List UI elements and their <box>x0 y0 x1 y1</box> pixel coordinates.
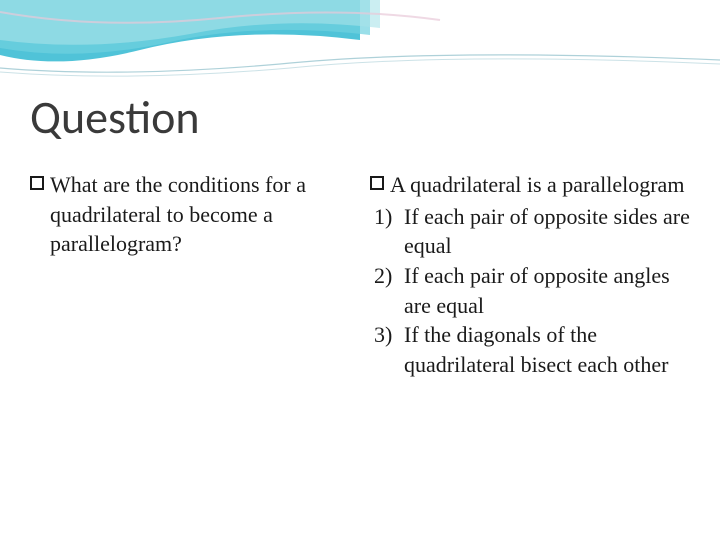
list-number: 1) <box>374 202 404 232</box>
bullet-box-icon <box>370 176 384 190</box>
list-item-text: If each pair of opposite angles are equa… <box>404 261 690 320</box>
answer-bullet: A quadrilateral is a parallelogram <box>370 170 690 200</box>
right-column: A quadrilateral is a parallelogram 1) If… <box>370 170 690 380</box>
left-column: What are the conditions for a quadrilate… <box>30 170 350 380</box>
question-text: What are the conditions for a quadrilate… <box>50 170 350 259</box>
list-item-text: If the diagonals of the quadrilateral bi… <box>404 320 690 379</box>
list-number: 3) <box>374 320 404 350</box>
list-item: 2) If each pair of opposite angles are e… <box>370 261 690 320</box>
wave-decoration <box>0 0 720 90</box>
content-area: What are the conditions for a quadrilate… <box>30 170 690 380</box>
slide-title: Question <box>30 90 200 146</box>
list-item: 3) If the diagonals of the quadrilateral… <box>370 320 690 379</box>
list-item-text: If each pair of opposite sides are equal <box>404 202 690 261</box>
bullet-box-icon <box>30 176 44 190</box>
answer-list: 1) If each pair of opposite sides are eq… <box>370 202 690 380</box>
list-item: 1) If each pair of opposite sides are eq… <box>370 202 690 261</box>
list-number: 2) <box>374 261 404 291</box>
question-bullet: What are the conditions for a quadrilate… <box>30 170 350 259</box>
answer-intro-text: A quadrilateral is a parallelogram <box>390 170 690 200</box>
